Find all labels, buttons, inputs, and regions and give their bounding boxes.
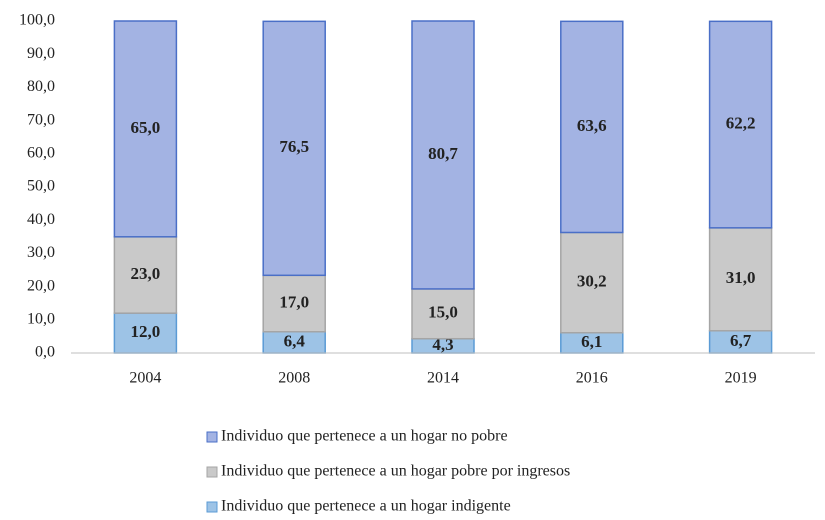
bar-segment bbox=[262, 274, 326, 333]
x-tick-label: 2008 bbox=[278, 370, 310, 387]
y-tick-label: 100,0 bbox=[19, 12, 55, 29]
value-label: 31,0 bbox=[726, 268, 756, 287]
y-tick-label: 20,0 bbox=[27, 277, 55, 294]
bar-segment bbox=[113, 20, 178, 238]
bar-segment bbox=[708, 227, 773, 332]
y-tick-label: 90,0 bbox=[27, 45, 55, 62]
bar-segment bbox=[560, 20, 624, 234]
legend-label: Individuo que pertenece a un hogar no po… bbox=[221, 428, 508, 445]
y-tick-label: 50,0 bbox=[27, 178, 55, 195]
bar-segment bbox=[411, 288, 475, 340]
y-tick-label: 30,0 bbox=[27, 244, 55, 261]
value-label: 80,7 bbox=[428, 144, 458, 163]
value-label: 4,3 bbox=[432, 335, 453, 354]
legend-label: Individuo que pertenece a un hogar pobre… bbox=[221, 463, 570, 480]
value-label: 15,0 bbox=[428, 303, 458, 322]
value-label: 30,2 bbox=[577, 272, 607, 291]
value-label: 17,0 bbox=[279, 292, 309, 311]
y-tick-label: 70,0 bbox=[27, 111, 55, 128]
y-tick-label: 60,0 bbox=[27, 144, 55, 161]
bar-segment bbox=[411, 20, 475, 290]
legend-swatch bbox=[206, 466, 218, 478]
bar-segment bbox=[113, 236, 178, 314]
y-tick-label: 80,0 bbox=[27, 78, 55, 95]
bar-segment bbox=[113, 312, 178, 354]
x-tick-label: 2004 bbox=[129, 370, 161, 387]
value-label: 6,7 bbox=[730, 331, 752, 350]
y-tick-label: 0,0 bbox=[35, 344, 55, 361]
y-tick-label: 40,0 bbox=[27, 211, 55, 228]
bar-segment bbox=[262, 20, 326, 277]
value-label: 23,0 bbox=[131, 264, 161, 283]
x-tick-label: 2016 bbox=[576, 370, 608, 387]
value-label: 6,4 bbox=[284, 331, 306, 350]
legend-swatch bbox=[206, 501, 218, 513]
legend-label: Individuo que pertenece a un hogar indig… bbox=[221, 498, 511, 515]
value-label: 6,1 bbox=[581, 332, 602, 351]
y-tick-label: 10,0 bbox=[27, 310, 55, 327]
x-tick-label: 2019 bbox=[725, 370, 757, 387]
value-label: 65,0 bbox=[131, 118, 161, 137]
bar-segment bbox=[708, 20, 773, 229]
value-label: 76,5 bbox=[279, 137, 309, 156]
value-label: 12,0 bbox=[131, 322, 161, 341]
legend-swatch bbox=[206, 431, 218, 443]
x-tick-label: 2014 bbox=[427, 370, 459, 387]
value-label: 63,6 bbox=[577, 116, 607, 135]
value-label: 62,2 bbox=[726, 113, 756, 132]
